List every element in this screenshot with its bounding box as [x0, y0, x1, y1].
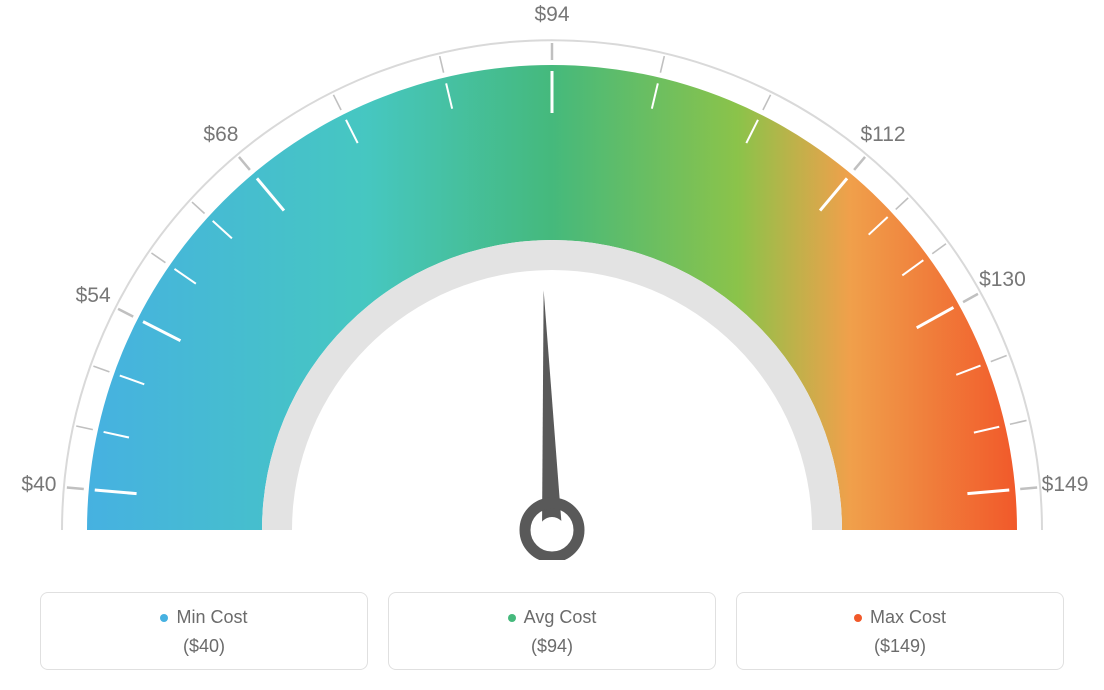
legend-max-dot	[854, 614, 862, 622]
gauge-area: $40 $54 $68 $94 $112 $130 $149	[0, 0, 1104, 560]
legend-min-label-row: Min Cost	[51, 607, 357, 628]
legend-min-dot	[160, 614, 168, 622]
legend-max-label-row: Max Cost	[747, 607, 1053, 628]
legend-avg-label: Avg Cost	[524, 607, 597, 628]
gauge-tick-label: $68	[203, 123, 238, 147]
legend-max-label: Max Cost	[870, 607, 946, 628]
legend-row: Min Cost ($40) Avg Cost ($94) Max Cost (…	[40, 592, 1064, 670]
legend-max-value: ($149)	[747, 636, 1053, 657]
legend-avg-label-row: Avg Cost	[399, 607, 705, 628]
legend-avg-value: ($94)	[399, 636, 705, 657]
gauge-svg	[0, 0, 1104, 560]
legend-max: Max Cost ($149)	[736, 592, 1064, 670]
legend-avg: Avg Cost ($94)	[388, 592, 716, 670]
legend-min: Min Cost ($40)	[40, 592, 368, 670]
gauge-chart-container: $40 $54 $68 $94 $112 $130 $149 Min Cost ($40) …	[0, 0, 1104, 690]
gauge-tick-label: $94	[534, 3, 569, 27]
gauge-tick-label: $40	[21, 473, 56, 497]
legend-avg-dot	[508, 614, 516, 622]
gauge-tick-label: $112	[860, 123, 905, 147]
gauge-tick-label: $54	[76, 284, 111, 308]
legend-min-label: Min Cost	[176, 607, 247, 628]
gauge-tick-label: $149	[1042, 473, 1089, 497]
gauge-tick-label: $130	[979, 268, 1026, 292]
legend-min-value: ($40)	[51, 636, 357, 657]
